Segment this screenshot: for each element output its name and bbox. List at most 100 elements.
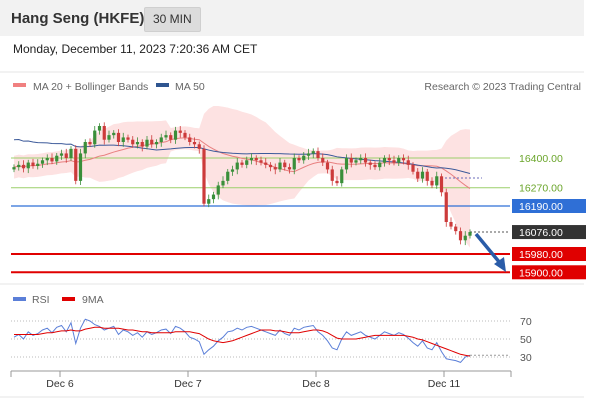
candle-body [439, 176, 444, 193]
candle-body [183, 132, 187, 138]
candle-body [416, 171, 420, 179]
candle-body [306, 153, 311, 156]
rsi-tick-label: 30 [520, 352, 532, 364]
candle-body [316, 151, 320, 158]
candle-body [36, 163, 40, 166]
candle-body [378, 162, 382, 168]
candle-body [359, 158, 363, 161]
candle-body [468, 232, 472, 236]
candle-body [21, 164, 26, 169]
candle-body [401, 158, 406, 161]
candle-body [387, 158, 391, 161]
candle-body [240, 162, 244, 165]
candle-body [249, 158, 254, 161]
rsi-tick-label: 70 [520, 316, 532, 328]
candle-body [154, 142, 159, 145]
candle-body [116, 132, 121, 142]
time-label: Dec 11 [428, 378, 461, 390]
rsi-ma-line [14, 326, 471, 357]
level-label-16400.00: 16400.00 [519, 153, 563, 165]
candle-body [321, 158, 325, 163]
candle-body [159, 137, 163, 142]
level-badge-16076.00 [512, 225, 586, 240]
header-bar [0, 0, 584, 36]
candle-body [373, 164, 377, 168]
bollinger-band [14, 106, 470, 248]
candle-body [292, 158, 296, 170]
candle-body [458, 231, 463, 241]
candle-body [454, 226, 458, 232]
candle-body [411, 164, 415, 172]
candle-body [64, 153, 68, 158]
candle-body [173, 130, 178, 140]
candle-body [78, 153, 83, 181]
legend-swatch-9ma [62, 297, 75, 301]
level-badge-16190.00 [512, 199, 586, 213]
candle-body [102, 126, 106, 140]
candle-body [216, 185, 220, 195]
candle-body [368, 162, 372, 165]
rsi-line [13, 318, 471, 363]
level-label-15900.00: 15900.00 [519, 267, 563, 279]
candle-body [430, 180, 434, 186]
candle-body [150, 139, 154, 145]
time-label: Dec 8 [302, 378, 330, 390]
candle-body [135, 142, 140, 145]
candle-body [50, 158, 54, 162]
candle-body [59, 153, 64, 156]
candle-body [207, 199, 211, 204]
bollinger-fill [14, 106, 470, 248]
candle-body [325, 162, 330, 170]
candle-body [40, 160, 45, 164]
candle-body [435, 176, 439, 186]
level-badge-15900.00 [512, 265, 586, 280]
candle-body [192, 142, 197, 145]
candle-body [211, 194, 216, 200]
candle-body [88, 142, 92, 145]
time-axis-labels: Dec 6 Dec 7 Dec 8 Dec 11 [10, 371, 512, 390]
forecast-arrow [474, 232, 506, 272]
candle-body [273, 167, 277, 170]
candle-body [354, 160, 358, 163]
level-label-16076.00: 16076.00 [519, 227, 563, 239]
candle-body [69, 148, 73, 158]
candle-body [397, 158, 401, 163]
candle-body [259, 160, 263, 163]
candle-body [297, 158, 301, 161]
candle-body [97, 126, 102, 131]
candles [12, 122, 472, 246]
candle-body [349, 158, 353, 163]
candle-body [335, 180, 339, 184]
candle-body [31, 162, 35, 166]
candle-body [278, 162, 282, 170]
candle-body [235, 162, 239, 170]
level-label-15980.00: 15980.00 [519, 249, 563, 261]
chart-credit: Research © 2023 Trading Central [424, 81, 581, 93]
legend-label-9ma: 9MA [82, 294, 104, 306]
candle-body [245, 160, 249, 165]
candle-body [230, 169, 235, 172]
candle-body [197, 144, 201, 149]
legend-label-rsi: RSI [32, 294, 50, 306]
level-labels: 16400.00 16270.00 16190.00 16076.00 15980.00… [512, 153, 586, 280]
candle-body [131, 139, 135, 145]
candle-body [126, 137, 130, 140]
candle-body [444, 192, 448, 222]
instrument-title: Hang Seng (HKFE) [11, 10, 145, 27]
candle-body [406, 160, 410, 165]
timeframe-button[interactable]: 30 MIN [144, 7, 201, 32]
candle-body [202, 148, 206, 204]
candle-body [283, 162, 287, 168]
candle-body [112, 132, 116, 136]
candle-body [221, 180, 225, 186]
candle-body [287, 167, 292, 170]
legend-label-ma20: MA 20 + Bollinger Bands [33, 81, 148, 93]
candle-body [392, 160, 396, 163]
candle-body [17, 164, 21, 168]
candle-body [93, 130, 97, 145]
candle-body [121, 137, 125, 142]
candle-body [83, 142, 87, 154]
candle-body [344, 158, 349, 170]
candle-body [226, 171, 230, 181]
candle-body [12, 167, 16, 170]
